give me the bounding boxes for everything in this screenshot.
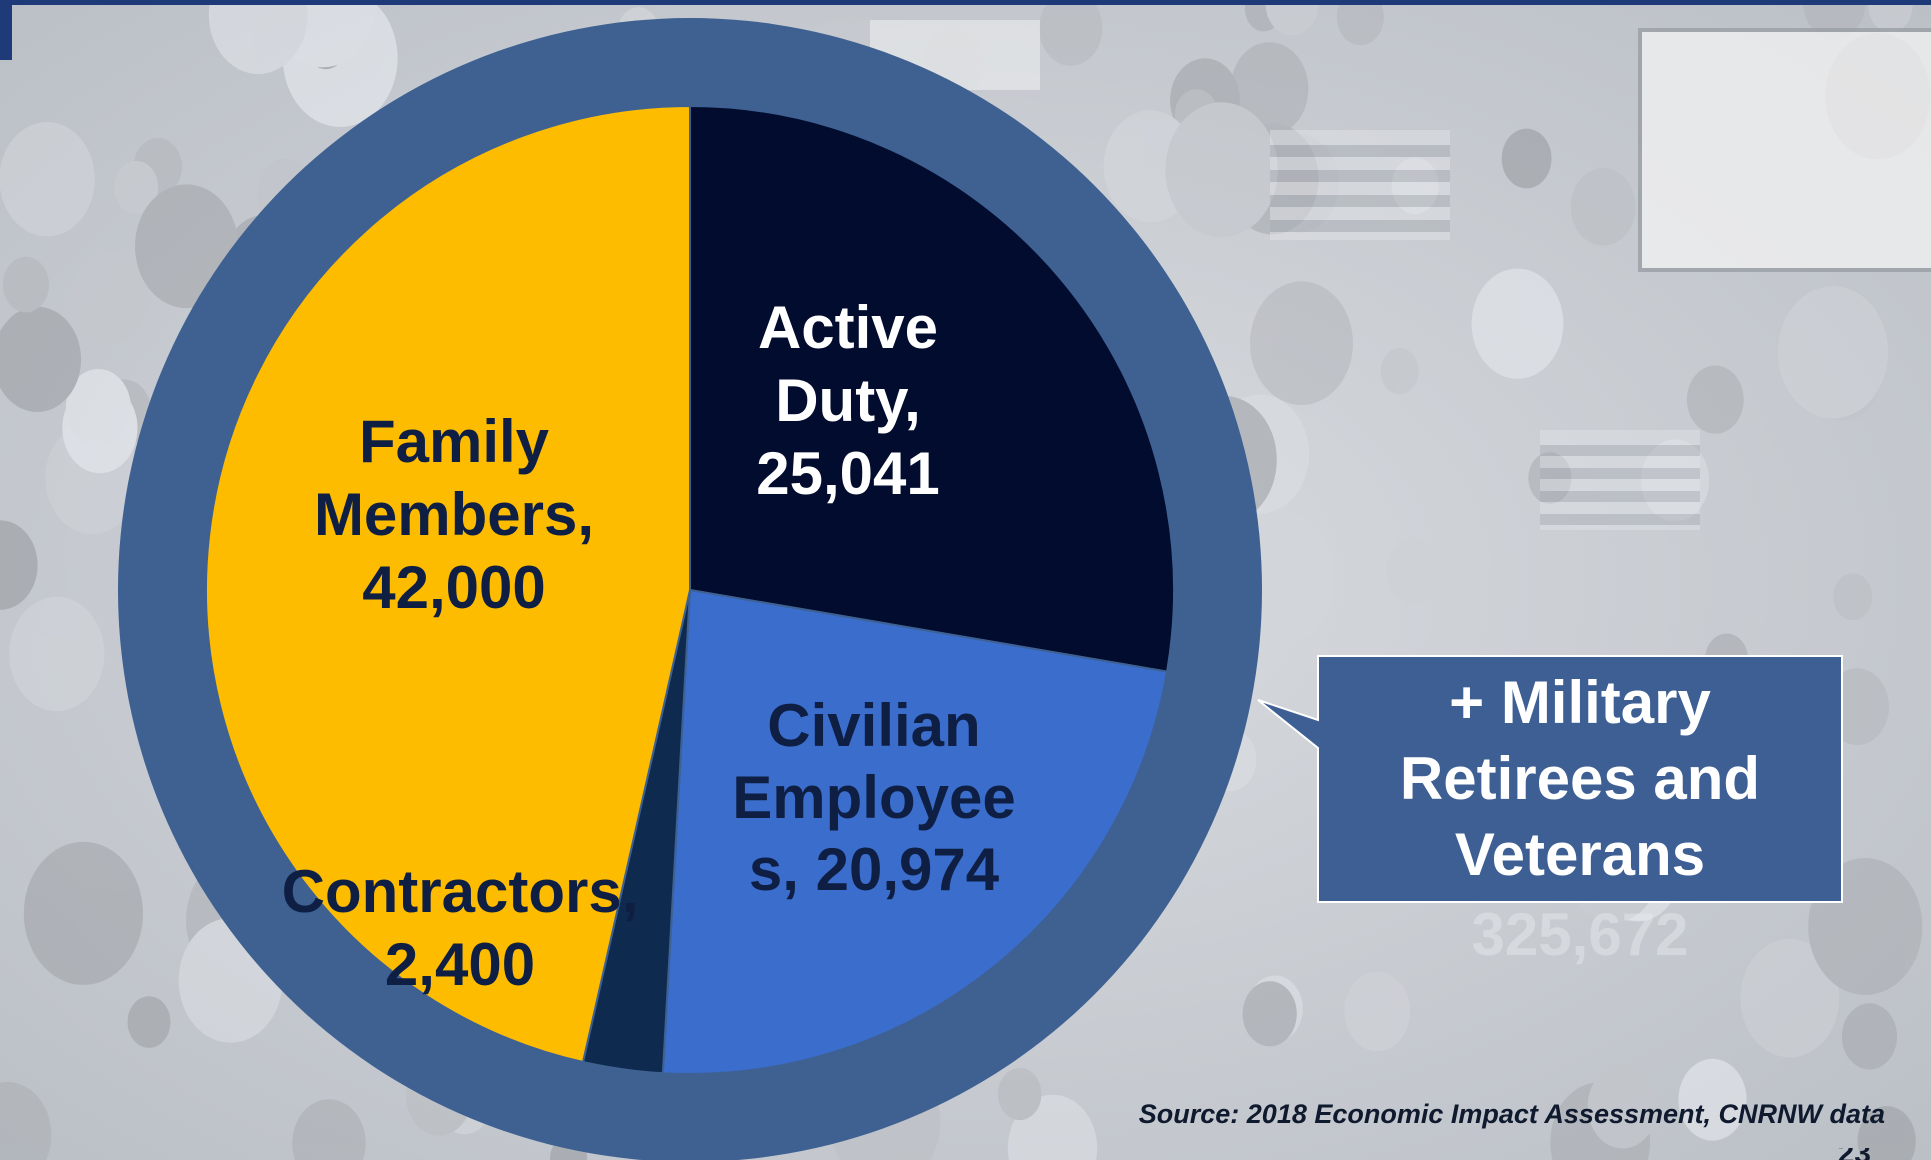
pie-slice-civilian-employees xyxy=(661,588,1169,1075)
protest-sign xyxy=(1638,28,1931,272)
pie-slice-family-members xyxy=(204,104,691,1064)
callout-line: + Military xyxy=(1449,669,1711,736)
callout-box xyxy=(1257,655,1843,903)
label-family-members-line: Family xyxy=(359,408,550,475)
label-civilian-employees-line: Employee xyxy=(732,764,1015,831)
label-family-members-line: 42,000 xyxy=(362,554,546,621)
callout-line: Veterans xyxy=(1454,821,1706,888)
callout-line: Retirees and xyxy=(1399,745,1761,812)
label-active-duty: Active Duty, 25,041 xyxy=(756,294,940,507)
label-active-duty-line: Active xyxy=(758,294,938,361)
label-civilian-employees-line: Civilian xyxy=(767,692,980,759)
page-number: 23 xyxy=(1838,1148,1871,1160)
source-note: Source: 2018 Economic Impact Assessment,… xyxy=(1138,1099,1885,1129)
label-civilian-employees: Civilian Employee s, 20,974 xyxy=(732,692,1015,903)
callout-subtext: 325,672 xyxy=(1471,901,1689,968)
top-accent-bar xyxy=(0,0,1931,5)
label-contractors: Contractors, 2,400 xyxy=(282,858,639,998)
label-active-duty-line: 25,041 xyxy=(756,440,940,507)
flag-shape xyxy=(1540,430,1700,530)
left-accent-bar xyxy=(0,0,12,60)
label-family-members: Family Members, 42,000 xyxy=(314,408,594,621)
label-family-members-line: Members, xyxy=(314,481,594,548)
label-contractors-line: Contractors, xyxy=(282,858,639,925)
label-active-duty-line: Duty, xyxy=(775,367,921,434)
callout-text: + Military Retirees and Veterans xyxy=(1318,656,1842,902)
label-civilian-employees-line: s, 20,974 xyxy=(749,836,1000,903)
label-contractors-line: 2,400 xyxy=(385,931,535,998)
pie-slice-active-duty xyxy=(689,104,1175,673)
flag-shape xyxy=(1270,130,1450,240)
